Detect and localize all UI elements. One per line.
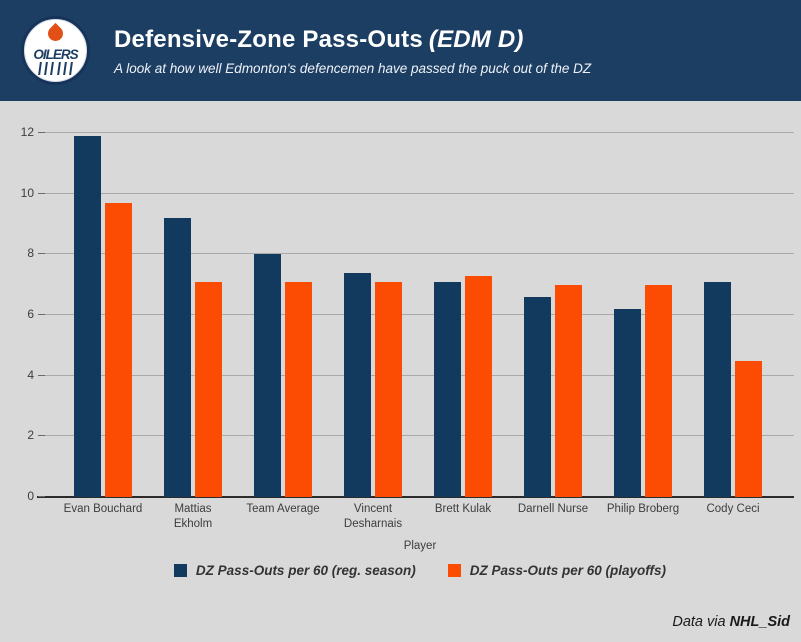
y-tick-label: 6 <box>27 307 34 321</box>
credit-source: NHL_Sid <box>729 614 790 630</box>
x-tick-label: Mattias Ekholm <box>173 503 213 530</box>
legend: DZ Pass-Outs per 60 (reg. season) DZ Pas… <box>45 563 795 578</box>
bar-playoffs <box>645 284 672 497</box>
gridline <box>45 435 794 437</box>
y-tick-mark <box>38 435 45 437</box>
gridline <box>45 253 794 255</box>
bar-reg-season <box>614 308 641 497</box>
legend-label-reg-season: DZ Pass-Outs per 60 (reg. season) <box>195 563 416 578</box>
bar-playoffs <box>105 202 132 497</box>
bar-reg-season <box>704 281 731 497</box>
y-tick-label: 0 <box>27 489 34 503</box>
x-tick-label: Philip Broberg <box>606 503 680 515</box>
page-title-main: Defensive-Zone Pass-Outs <box>114 25 423 53</box>
bar-reg-season <box>74 136 101 497</box>
chart-region: 0 2 4 6 8 10 12 Evan Bouchard Mattias Ekholm Team… <box>0 101 801 642</box>
bar-reg-season <box>344 272 371 497</box>
y-tick-mark <box>38 192 45 194</box>
bar-playoffs <box>285 281 312 497</box>
oilers-logo: OILERS <box>21 16 90 85</box>
bar-playoffs <box>465 275 492 497</box>
x-tick-label: Brett Kulak <box>434 503 492 515</box>
bar-playoffs <box>555 284 582 497</box>
y-tick-label: 8 <box>27 246 34 261</box>
bar-reg-season <box>164 217 191 497</box>
x-axis-line <box>37 496 794 498</box>
bar-reg-season <box>524 296 551 497</box>
legend-item-playoffs: DZ Pass-Outs per 60 (playoffs) <box>447 563 667 578</box>
y-tick-label: 2 <box>27 428 34 443</box>
bar-playoffs <box>735 360 762 497</box>
header: OILERS Defensive-Zone Pass-Outs (EDM D) A… <box>0 0 801 101</box>
credit-prefix: Data via <box>672 614 726 630</box>
x-axis-title: Player <box>403 540 437 552</box>
legend-swatch-playoffs <box>447 564 461 577</box>
x-tick-label: Evan Bouchard <box>63 503 143 515</box>
bar-reg-season <box>434 281 461 497</box>
legend-item-reg-season: DZ Pass-Outs per 60 (reg. season) <box>173 563 416 578</box>
page-subtitle: A look at how well Edmonton's defencemen… <box>114 60 592 76</box>
page-title-emphasis: (EDM D) <box>428 25 524 53</box>
y-tick-mark <box>38 314 45 315</box>
y-tick-mark <box>38 253 45 255</box>
x-tick-label: Cody Ceci <box>706 503 760 515</box>
legend-label-playoffs: DZ Pass-Outs per 60 (playoffs) <box>469 563 667 578</box>
logo-stripes <box>37 62 74 75</box>
page-title: Defensive-Zone Pass-Outs (EDM D) <box>114 26 591 54</box>
y-tick-label: 4 <box>27 367 34 382</box>
y-tick-label: 12 <box>20 125 34 139</box>
x-tick-label: Vincent Desharnais <box>343 503 403 530</box>
bar-reg-season <box>254 254 281 497</box>
oil-drop-icon <box>44 22 67 45</box>
y-tick-label: 10 <box>20 185 34 200</box>
y-tick-mark <box>38 496 45 497</box>
gridline <box>45 374 794 376</box>
bar-playoffs <box>375 281 402 497</box>
oilers-wordmark: OILERS <box>33 47 78 62</box>
gridline <box>45 192 794 194</box>
bar-playoffs <box>195 281 222 497</box>
legend-swatch-reg-season <box>173 564 187 577</box>
data-credit: Data via NHL_Sid <box>672 614 790 630</box>
bar-chart-plot-area: 0 2 4 6 8 10 12 Evan Bouchard Mattias Ekholm Team… <box>21 125 795 530</box>
y-tick-mark <box>38 374 45 376</box>
x-tick-label: Darnell Nurse <box>517 503 589 515</box>
y-tick-mark <box>38 132 45 133</box>
gridline <box>45 314 794 315</box>
gridline <box>45 132 794 133</box>
header-titles: Defensive-Zone Pass-Outs (EDM D) A look a… <box>114 26 591 76</box>
x-tick-label: Team Average <box>246 503 320 515</box>
